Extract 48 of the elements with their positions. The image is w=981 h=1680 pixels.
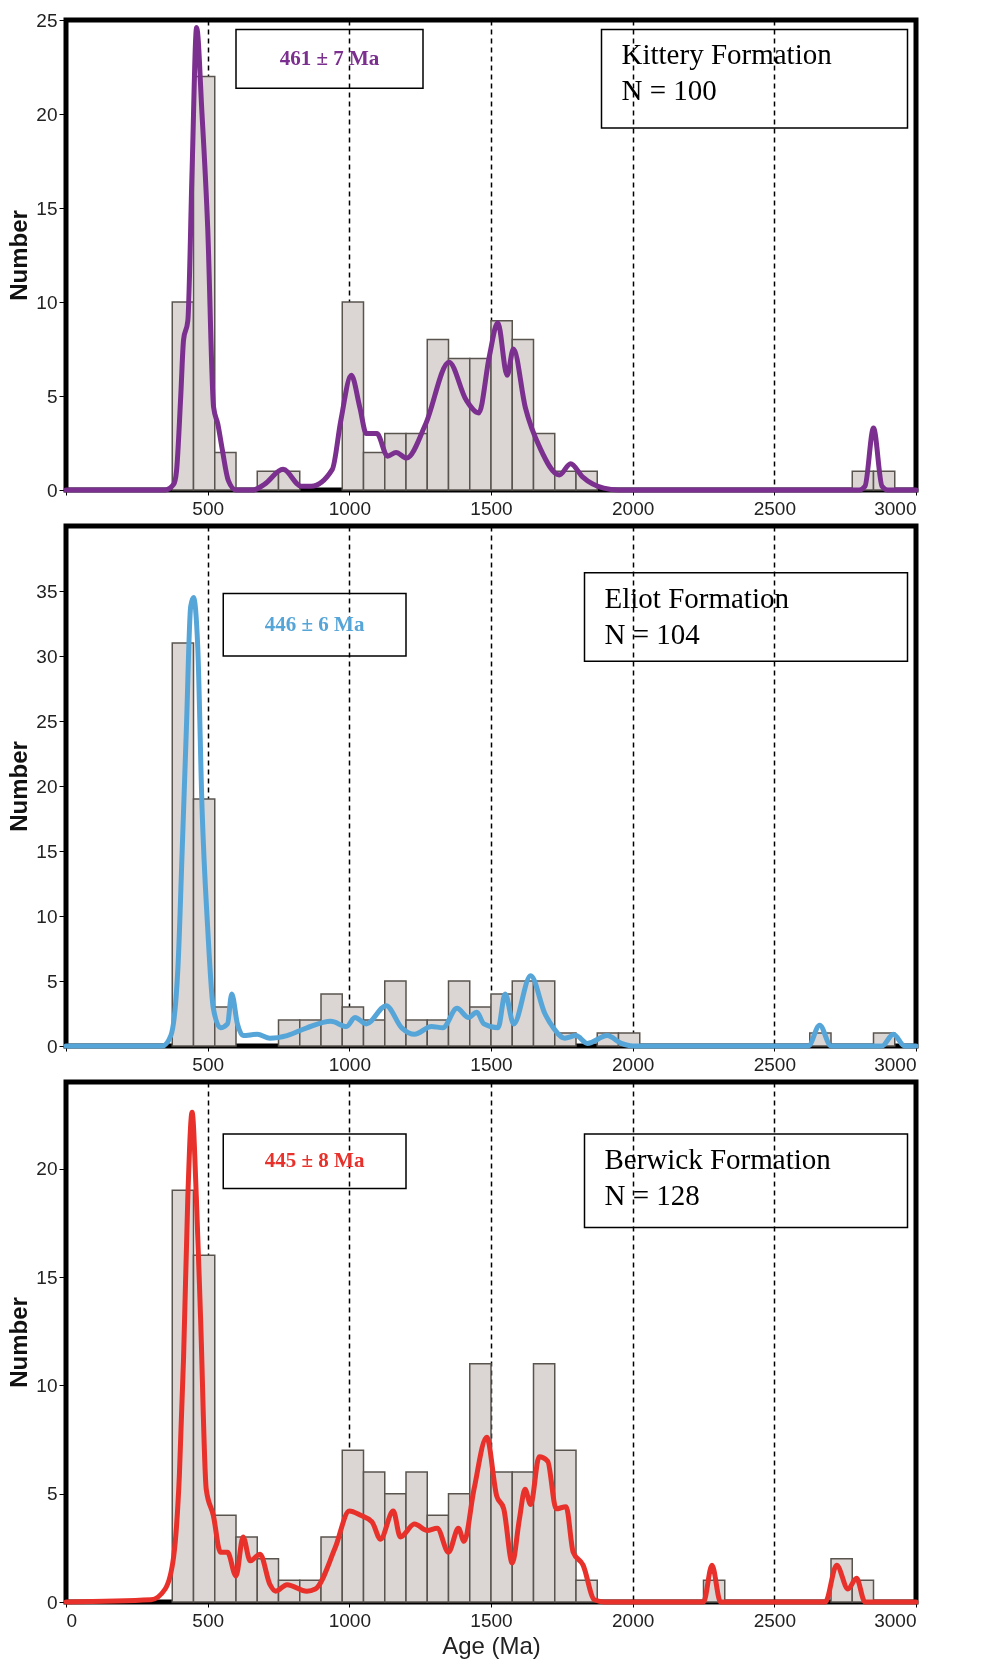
y-tick-label: 15 — [36, 840, 58, 862]
x-tick-label: 1500 — [470, 497, 513, 519]
y-tick-label: 5 — [46, 970, 58, 992]
x-tick-label: 2000 — [612, 497, 655, 519]
y-tick-label: 25 — [36, 710, 58, 732]
x-tick-label: 2000 — [612, 1053, 655, 1075]
y-tick-label: 10 — [36, 1374, 58, 1396]
x-tick-label: 2500 — [753, 1053, 796, 1075]
x-tick-label: 1500 — [470, 1053, 513, 1075]
y-tick-label: 20 — [36, 103, 58, 125]
x-tick-label: 500 — [192, 497, 225, 519]
y-tick-label: 10 — [36, 291, 58, 313]
x-tick-label: 1500 — [470, 1609, 513, 1631]
y-tick-label: 0 — [46, 479, 58, 501]
x-tick-label: 3000 — [874, 497, 917, 519]
y-tick-label: 0 — [46, 1035, 58, 1057]
y-axis-title: Number — [5, 741, 33, 832]
x-tick-label: 2000 — [612, 1609, 655, 1631]
y-tick-label: 25 — [36, 9, 58, 31]
y-tick-label: 5 — [46, 1483, 58, 1505]
y-tick-label: 20 — [36, 1158, 58, 1180]
y-tick-label: 10 — [36, 905, 58, 927]
annotation: Eliot Formation N = 104 — [604, 581, 790, 650]
x-tick-label: 1000 — [328, 1053, 371, 1075]
y-tick-label: 15 — [36, 197, 58, 219]
x-tick-label: 0 — [66, 1609, 78, 1631]
y-tick-label: 5 — [46, 385, 58, 407]
annotation: 445 ± 8 Ma — [264, 1148, 365, 1173]
x-tick-label: 1000 — [328, 1609, 371, 1631]
y-axis-title: Number — [5, 1297, 33, 1388]
y-tick-label: 0 — [46, 1591, 58, 1613]
x-tick-label: 500 — [192, 1053, 225, 1075]
x-axis-title: Age (Ma) — [442, 1631, 541, 1659]
y-tick-label: 30 — [36, 645, 58, 667]
x-tick-label: 3000 — [874, 1609, 917, 1631]
x-tick-label: 2500 — [753, 497, 796, 519]
annotation: 446 ± 6 Ma — [264, 611, 365, 636]
x-tick-label: 500 — [192, 1609, 225, 1631]
annotation: 461 ± 7 Ma — [279, 45, 380, 70]
y-tick-label: 20 — [36, 775, 58, 797]
x-tick-label: 3000 — [874, 1053, 917, 1075]
y-axis-title: Number — [5, 210, 33, 301]
annotation: Berwick Formation N = 128 — [604, 1143, 832, 1211]
y-tick-label: 35 — [36, 580, 58, 602]
y-tick-label: 15 — [36, 1266, 58, 1288]
x-tick-label: 2500 — [753, 1609, 796, 1631]
annotation: Kittery Formation N = 100 — [621, 38, 833, 107]
x-tick-label: 1000 — [328, 497, 371, 519]
